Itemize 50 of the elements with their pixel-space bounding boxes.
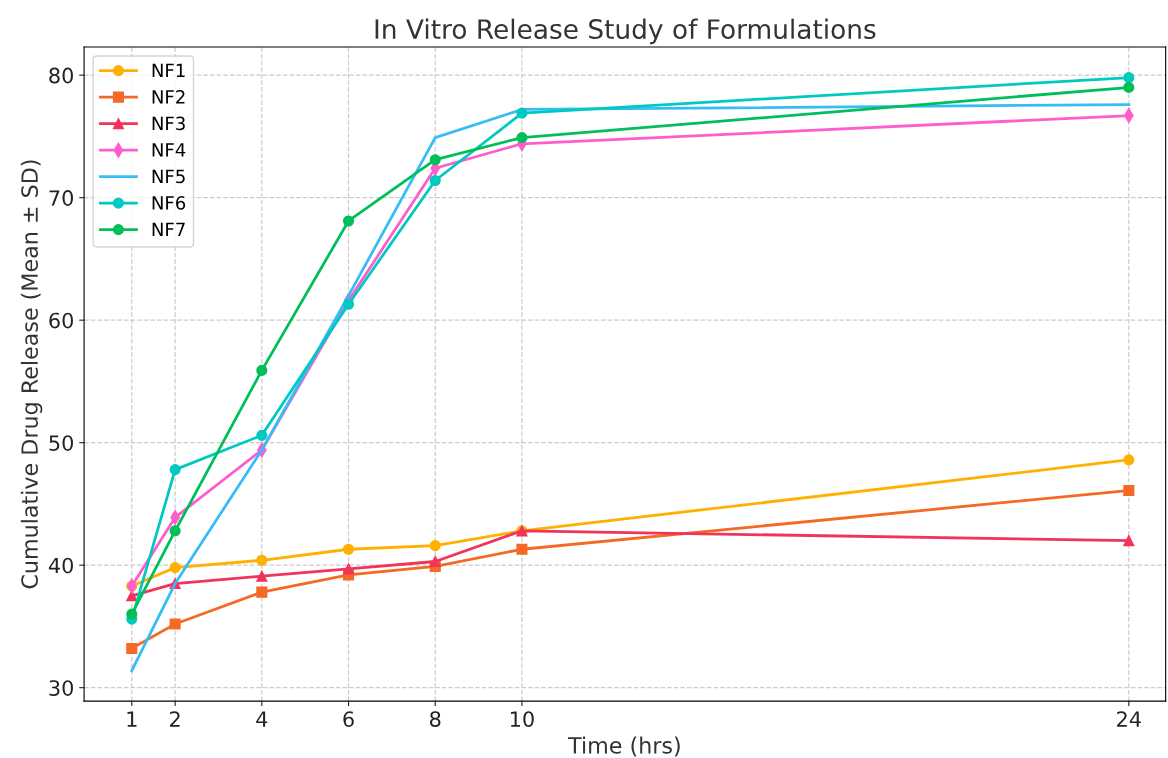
point <box>342 543 355 555</box>
x-tick-label: 8 <box>430 711 441 727</box>
point <box>169 562 181 574</box>
x-tick-label: 6 <box>343 711 354 727</box>
point <box>516 543 528 555</box>
y-tick-label: 40 <box>48 557 73 574</box>
point <box>429 555 441 568</box>
legend-label: NF1 <box>152 63 185 77</box>
point <box>342 298 355 310</box>
point <box>429 540 441 552</box>
y-tick-label: 70 <box>49 190 73 206</box>
point <box>169 464 181 476</box>
point <box>516 107 528 119</box>
point <box>126 608 138 620</box>
point <box>256 364 268 376</box>
point <box>1123 535 1135 547</box>
y-tick-label: 30 <box>49 680 73 696</box>
point <box>516 132 528 144</box>
point <box>429 174 441 187</box>
point <box>256 429 268 441</box>
y-tick-label: 60 <box>49 312 73 329</box>
point <box>1123 454 1135 466</box>
point <box>256 570 268 582</box>
legend-label: NF4 <box>152 143 186 157</box>
legend-label: NF3 <box>152 116 185 131</box>
x-tick-label: 24 <box>1117 711 1141 727</box>
x-tick-label: 1 <box>127 711 137 727</box>
point <box>1123 81 1135 93</box>
y-axis-title: Cumulative Drug Release (Mean ± SD) <box>20 160 43 589</box>
point <box>342 215 355 227</box>
point <box>169 525 181 537</box>
point <box>342 563 355 575</box>
x-axis-title: Time (hrs) <box>568 736 680 757</box>
point <box>169 618 181 630</box>
y-tick-label: 50 <box>49 435 73 451</box>
x-tick-label: 2 <box>170 711 180 727</box>
point <box>126 642 138 655</box>
point <box>256 554 268 566</box>
point <box>1123 72 1135 84</box>
point <box>256 586 268 598</box>
x-tick-label: 10 <box>510 711 534 727</box>
legend-label: NF7 <box>152 222 185 236</box>
point <box>1123 484 1135 497</box>
y-tick-label: 80 <box>49 67 73 84</box>
chart-title: In Vitro Release Study of Formulations <box>375 18 876 45</box>
legend-label: NF5 <box>152 169 185 184</box>
legend-label: NF2 <box>152 90 185 104</box>
legend-label: NF6 <box>152 196 186 210</box>
point <box>429 154 441 166</box>
x-tick-label: 4 <box>256 711 268 727</box>
